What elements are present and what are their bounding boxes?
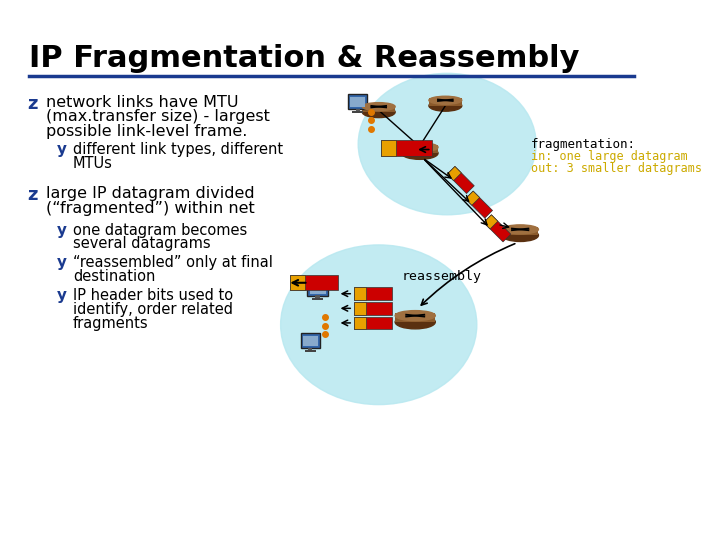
Bar (447, 166, 462, 181)
Bar (502, 227, 539, 235)
Bar (484, 215, 498, 229)
Bar (354, 302, 392, 315)
Text: “reassembled” only at final: “reassembled” only at final (73, 255, 273, 271)
Bar (362, 105, 395, 112)
Text: IP header bits used to: IP header bits used to (73, 288, 233, 303)
Bar (382, 139, 432, 156)
Text: network links have MTU: network links have MTU (45, 95, 238, 110)
Text: several datagrams: several datagrams (73, 236, 211, 251)
Text: y: y (57, 288, 66, 303)
Bar (354, 287, 366, 300)
Text: reassembly: reassembly (402, 270, 482, 283)
Bar (395, 313, 436, 322)
Ellipse shape (429, 96, 462, 104)
Text: (“fragmented”) within net: (“fragmented”) within net (45, 201, 254, 215)
Ellipse shape (402, 143, 438, 152)
Text: IP Fragmentation & Reassembly: IP Fragmentation & Reassembly (30, 44, 580, 73)
Bar (354, 316, 392, 329)
Bar (354, 316, 366, 329)
Bar (312, 298, 323, 300)
Bar (348, 94, 367, 110)
Bar (301, 333, 320, 348)
Bar (307, 280, 328, 296)
Bar (484, 215, 510, 242)
Ellipse shape (429, 100, 462, 111)
Ellipse shape (502, 225, 539, 234)
Text: in: one large datagram: in: one large datagram (531, 151, 688, 164)
Ellipse shape (281, 245, 477, 404)
Bar (290, 275, 305, 290)
Text: different link types, different: different link types, different (73, 142, 283, 157)
Text: z: z (27, 186, 38, 204)
Bar (310, 283, 325, 294)
Ellipse shape (402, 147, 438, 159)
Bar (350, 97, 365, 107)
Text: fragmentation:: fragmentation: (531, 138, 636, 151)
Text: y: y (57, 255, 66, 271)
Ellipse shape (395, 310, 436, 321)
Bar (352, 111, 363, 113)
Bar (402, 145, 438, 153)
Bar (308, 348, 312, 350)
Bar (429, 98, 462, 106)
Text: (max.transfer size) - largest: (max.transfer size) - largest (45, 110, 269, 124)
Text: possible link-level frame.: possible link-level frame. (45, 124, 247, 139)
Text: one datagram becomes: one datagram becomes (73, 222, 247, 238)
Bar (290, 275, 338, 290)
Bar (465, 191, 480, 205)
Ellipse shape (395, 315, 436, 329)
Bar (305, 350, 316, 352)
Text: y: y (57, 142, 66, 157)
Bar (302, 336, 318, 347)
Text: y: y (57, 222, 66, 238)
Text: fragments: fragments (73, 315, 148, 330)
Ellipse shape (502, 229, 539, 241)
Bar (356, 109, 360, 111)
Text: z: z (27, 95, 38, 113)
Bar (382, 139, 396, 156)
Text: out: 3 smaller datagrams: out: 3 smaller datagrams (531, 163, 702, 176)
Bar (315, 295, 320, 298)
Text: destination: destination (73, 269, 156, 284)
Bar (354, 302, 366, 315)
Bar (447, 166, 474, 193)
Text: large IP datagram divided: large IP datagram divided (45, 186, 254, 201)
Bar (465, 191, 492, 218)
Ellipse shape (362, 103, 395, 111)
Ellipse shape (362, 106, 395, 118)
Bar (354, 287, 392, 300)
Text: identify, order related: identify, order related (73, 302, 233, 317)
Text: MTUs: MTUs (73, 156, 113, 171)
Ellipse shape (358, 73, 536, 215)
